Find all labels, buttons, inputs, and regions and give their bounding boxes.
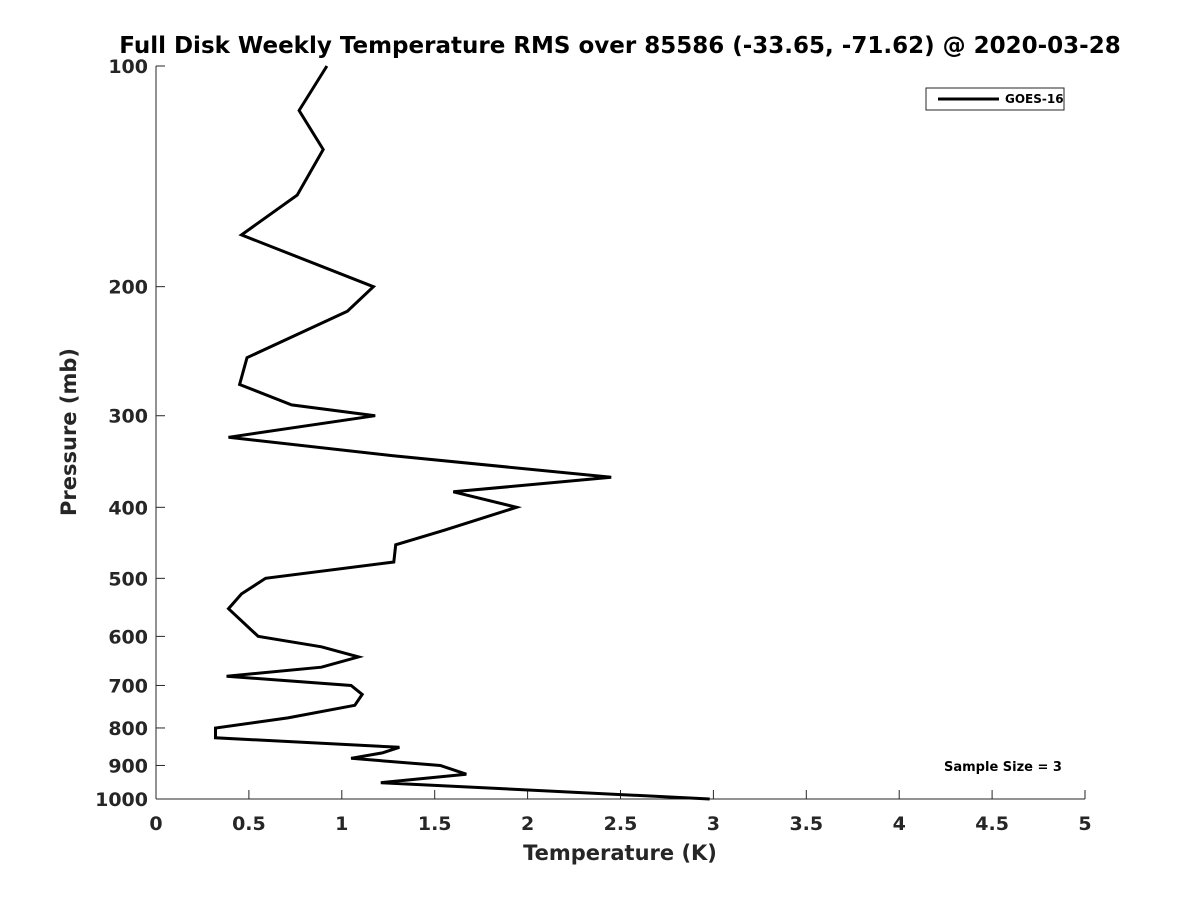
- x-tick-label: 0.5: [232, 813, 266, 835]
- x-tick-label: 4.5: [975, 813, 1009, 835]
- y-tick-label: 200: [108, 277, 148, 299]
- series-layer: [214, 65, 710, 801]
- x-tick-label: 2.5: [604, 813, 638, 835]
- y-axis-label: Pressure (mb): [57, 348, 81, 516]
- y-axis-ticks: 100 200 300 400 500 600 700 800 900 1000: [95, 56, 165, 811]
- x-tick-label: 1: [335, 813, 348, 835]
- y-tick-label: 400: [108, 497, 148, 519]
- x-tick-label: 3: [707, 813, 720, 835]
- y-tick-label: 100: [108, 56, 148, 78]
- series-line-goes-16: [214, 65, 710, 801]
- y-tick-label: 600: [108, 626, 148, 648]
- y-tick-label: 300: [108, 406, 148, 428]
- y-tick-label: 800: [108, 718, 148, 740]
- x-tick-label: 2: [521, 813, 534, 835]
- y-tick-label: 900: [108, 755, 148, 777]
- legend-entry-label: GOES-16: [1005, 92, 1064, 106]
- x-axis-label: Temperature (K): [523, 841, 717, 865]
- chart-title: Full Disk Weekly Temperature RMS over 85…: [119, 33, 1121, 59]
- x-tick-label: 1.5: [418, 813, 452, 835]
- y-tick-label: 500: [108, 568, 148, 590]
- x-tick-label: 3.5: [789, 813, 823, 835]
- x-axis-ticks: 0 0.5 1 1.5 2 2.5 3 3.5 4 4.5 5: [149, 790, 1092, 835]
- x-tick-label: 0: [149, 813, 162, 835]
- x-tick-label: 4: [893, 813, 906, 835]
- legend: GOES-16: [925, 87, 1065, 111]
- x-tick-label: 5: [1078, 813, 1091, 835]
- y-tick-label: 700: [108, 675, 148, 697]
- y-tick-label: 1000: [95, 789, 148, 811]
- sample-size-annotation: Sample Size = 3: [944, 760, 1062, 775]
